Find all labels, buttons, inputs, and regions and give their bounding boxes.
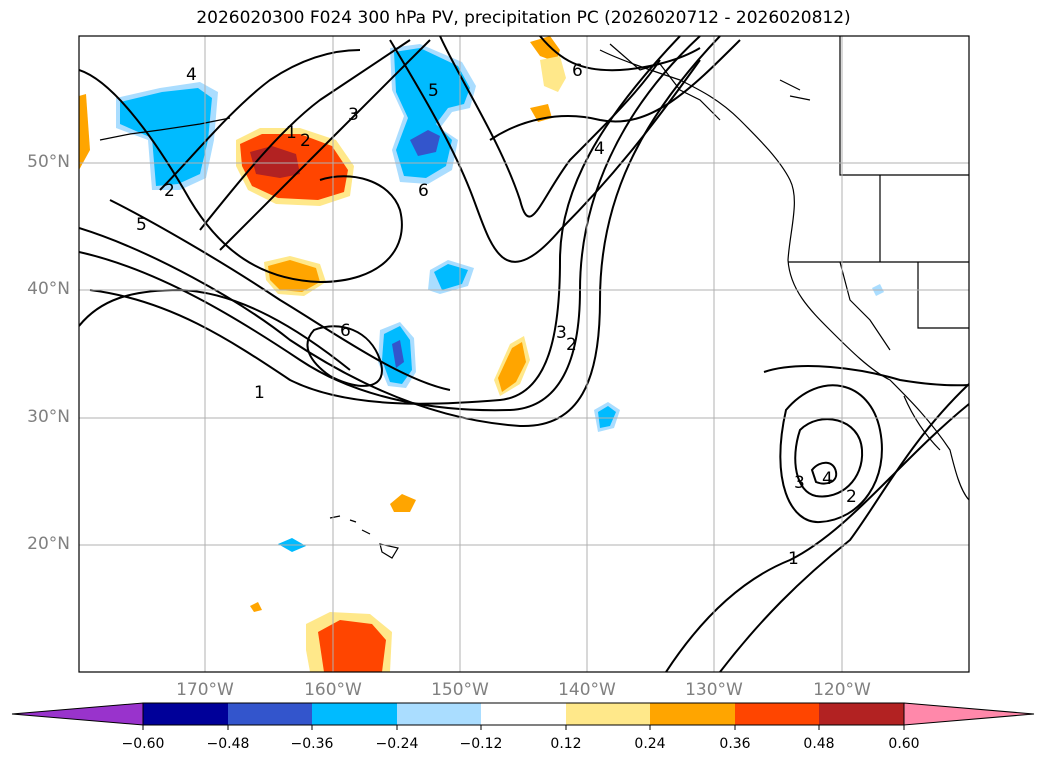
gridlines <box>79 36 969 672</box>
contour-label: 6 <box>572 61 583 81</box>
contour-label: 5 <box>136 215 147 235</box>
contour-label: 3 <box>348 105 359 125</box>
colorbar-tick-label: −0.36 <box>290 736 334 752</box>
lon-label: 140°W <box>558 680 616 700</box>
colorbar-tick-label: 0.48 <box>803 736 835 752</box>
contour-label: 1 <box>788 549 799 569</box>
coastlines <box>99 36 969 559</box>
colorbar-segment <box>228 703 312 725</box>
precipitation-shading <box>79 36 884 672</box>
map-title: 2026020300 F024 300 hPa PV, precipitatio… <box>196 8 851 28</box>
contour-labels: 4 3 5 2 1 2 5 6 6 4 3 2 1 6 4 3 2 1 <box>136 61 857 569</box>
contour-label: 5 <box>428 81 439 101</box>
colorbar-segment <box>397 703 481 725</box>
contour-label: 2 <box>300 131 311 151</box>
colorbar-tick-label: −0.24 <box>375 736 419 752</box>
lat-label: 40°N <box>27 279 70 299</box>
lon-label: 160°W <box>304 680 362 700</box>
colorbar-tick-label: 0.60 <box>888 736 920 752</box>
colorbar-segment <box>735 703 819 725</box>
colorbar-segment <box>819 703 904 725</box>
contour-label: 1 <box>254 383 265 403</box>
colorbar-tick-label: −0.60 <box>121 736 165 752</box>
lon-label: 170°W <box>176 680 234 700</box>
contour-label: 4 <box>822 469 833 489</box>
map-frame <box>78 35 970 673</box>
colorbar-segment <box>650 703 735 725</box>
colorbar-tick-label: 0.12 <box>550 736 582 752</box>
colorbar-segment <box>312 703 397 725</box>
colorbar-lower-extend <box>11 702 144 726</box>
contour-label: 2 <box>164 181 175 201</box>
contour-label: 4 <box>186 65 197 85</box>
lat-label: 30°N <box>27 407 70 427</box>
colorbar-tick-label: 0.24 <box>634 736 666 752</box>
colorbar-tick-label: −0.12 <box>459 736 503 752</box>
contour-label: 2 <box>846 487 857 507</box>
colorbar-tick-label: 0.36 <box>719 736 751 752</box>
lat-label: 20°N <box>27 534 70 554</box>
colorbar-tick-label: −0.48 <box>206 736 250 752</box>
lon-label: 130°W <box>685 680 743 700</box>
contour-label: 1 <box>286 123 297 143</box>
colorbar-segment <box>566 703 650 725</box>
contour-label: 6 <box>418 181 429 201</box>
lon-label: 150°W <box>431 680 489 700</box>
colorbar-upper-extend <box>903 702 1035 726</box>
contour-label: 4 <box>594 139 605 159</box>
contour-label: 3 <box>556 323 567 343</box>
colorbar-segment <box>481 703 566 725</box>
map-plot-area: 4 3 5 2 1 2 5 6 6 4 3 2 1 6 4 3 2 1 <box>79 36 969 672</box>
colorbar <box>11 702 1035 730</box>
contour-label: 3 <box>794 473 805 493</box>
lat-label: 50°N <box>27 152 70 172</box>
contour-label: 6 <box>340 321 351 341</box>
lon-label: 120°W <box>813 680 871 700</box>
colorbar-segment <box>143 703 228 725</box>
contour-label: 2 <box>566 335 577 355</box>
